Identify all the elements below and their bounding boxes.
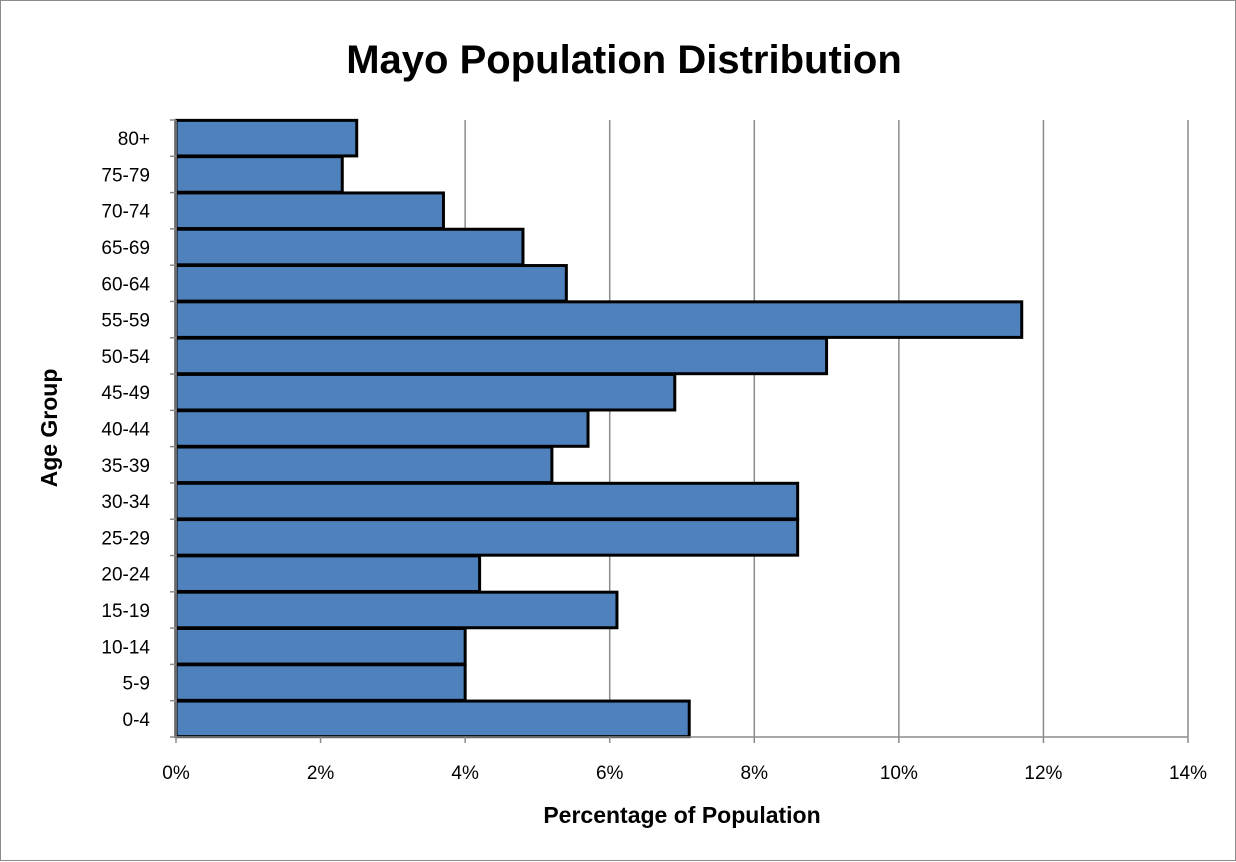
- bar-10-14: [174, 626, 467, 666]
- x-tick-label-7: 14%: [1169, 763, 1207, 784]
- y-tick-label-30-34: 30-34: [101, 492, 150, 513]
- y-tick-label-65-69: 65-69: [101, 238, 150, 259]
- x-tick-label-4: 8%: [741, 763, 769, 784]
- y-tick-label-25-29: 25-29: [101, 528, 150, 549]
- y-tick-label-5-9: 5-9: [123, 674, 150, 695]
- bar-15-19: [174, 590, 619, 630]
- bar-35-39: [174, 445, 554, 485]
- y-tick-label-55-59: 55-59: [101, 311, 150, 332]
- y-axis-title: Age Group: [36, 369, 62, 488]
- y-tick-label-35-39: 35-39: [101, 456, 150, 477]
- y-tick-label-45-49: 45-49: [101, 383, 150, 404]
- y-tick-label-0-4: 0-4: [123, 710, 151, 731]
- x-axis-title: Percentage of Population: [543, 802, 820, 828]
- bars: [174, 118, 1024, 739]
- bar-30-34: [174, 481, 800, 521]
- bar-80+: [174, 118, 359, 158]
- bar-5-9: [174, 663, 467, 702]
- x-tick-label-2: 4%: [451, 763, 479, 784]
- y-tick-label-15-19: 15-19: [101, 601, 150, 622]
- bar-20-24: [174, 554, 482, 593]
- x-tick-label-3: 6%: [596, 763, 624, 784]
- x-tick-label-5: 10%: [880, 763, 918, 784]
- x-tick-label-0: 0%: [162, 763, 190, 784]
- x-tick-label-6: 12%: [1024, 763, 1062, 784]
- axes: [170, 119, 1189, 743]
- bar-70-74: [174, 191, 445, 231]
- bar-55-59: [174, 300, 1024, 339]
- bar-0-4: [174, 699, 691, 739]
- y-tick-label-10-14: 10-14: [101, 637, 150, 658]
- x-tick-label-1: 2%: [307, 763, 335, 784]
- y-tick-label-70-74: 70-74: [101, 202, 150, 223]
- y-tick-label-60-64: 60-64: [101, 274, 150, 295]
- chart-title: Mayo Population Distribution: [346, 38, 902, 82]
- bar-45-49: [174, 372, 677, 412]
- bar-65-69: [174, 227, 525, 267]
- bar-75-79: [174, 155, 344, 194]
- bar-50-54: [174, 336, 829, 376]
- y-tick-label-80+: 80+: [118, 129, 150, 150]
- gridlines: [319, 120, 1189, 737]
- y-tick-label-75-79: 75-79: [101, 165, 150, 186]
- bar-40-44: [174, 409, 590, 448]
- y-tick-label-40-44: 40-44: [101, 420, 150, 441]
- tick-labels: 0-4 5-9 10-14 15-19 20-24 25-29 30-34 35-39 40-4…: [101, 129, 1207, 784]
- y-tick-label-50-54: 50-54: [101, 347, 150, 368]
- y-tick-label-20-24: 20-24: [101, 565, 150, 586]
- bar-25-29: [174, 518, 800, 557]
- bar-60-64: [174, 264, 568, 303]
